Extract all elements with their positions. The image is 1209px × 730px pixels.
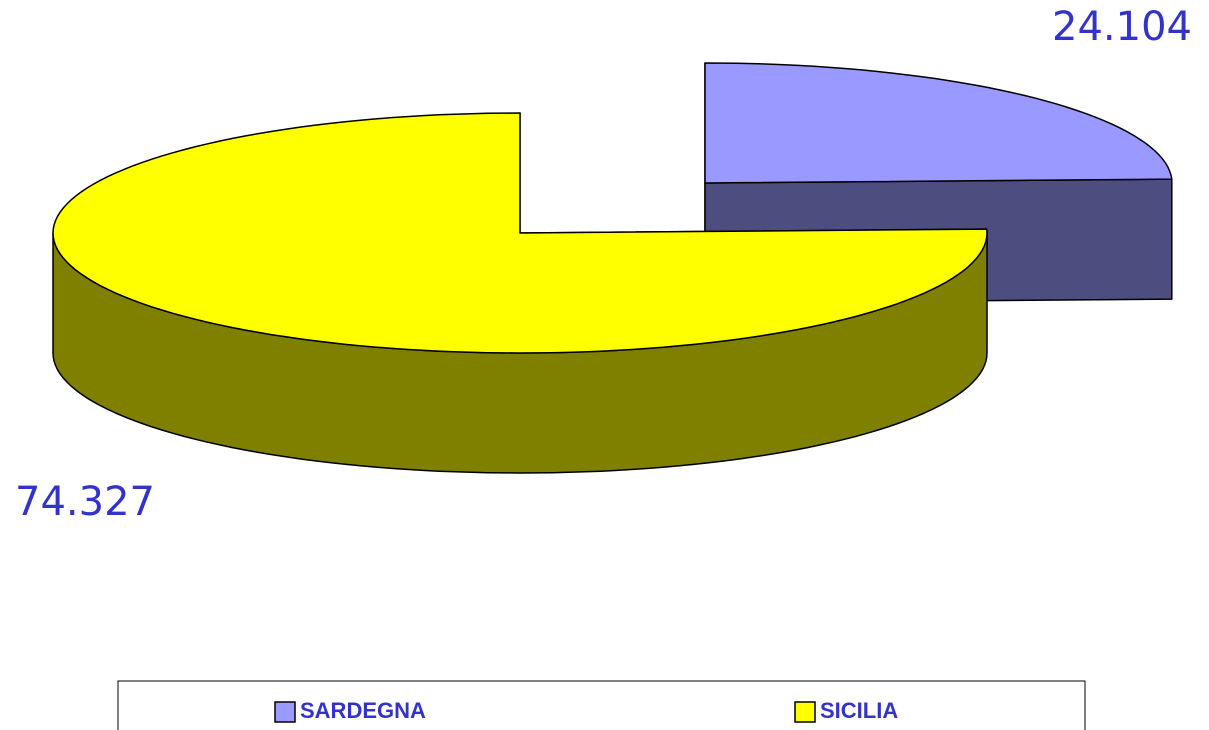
slice: [52, 112, 988, 354]
slice: [704, 62, 1173, 184]
legend-swatch: [274, 701, 296, 723]
legend-label: SICILIA: [820, 698, 898, 723]
legend-swatch: [794, 701, 816, 723]
legend-box: [117, 680, 1086, 730]
value-label: 24.104: [1052, 4, 1192, 50]
value-label: 74.327: [15, 479, 155, 525]
legend-label: SARDEGNA: [300, 698, 426, 723]
